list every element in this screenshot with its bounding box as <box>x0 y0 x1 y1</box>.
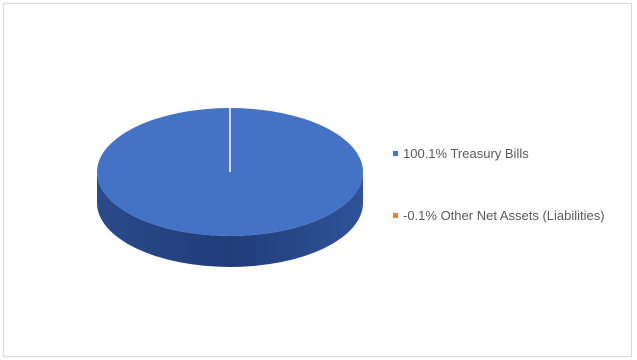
legend-item-other-net-assets: -0.1% Other Net Assets (Liabilities) <box>393 208 605 223</box>
legend-swatch-other-net-assets <box>393 213 398 219</box>
legend-swatch-treasury-bills <box>393 151 398 157</box>
pie-slice-side-treasury-bills <box>97 172 363 267</box>
legend-label-treasury-bills: 100.1% Treasury Bills <box>403 146 529 161</box>
legend-item-treasury-bills: 100.1% Treasury Bills <box>393 146 529 161</box>
legend-label-other-net-assets: -0.1% Other Net Assets (Liabilities) <box>403 208 605 223</box>
